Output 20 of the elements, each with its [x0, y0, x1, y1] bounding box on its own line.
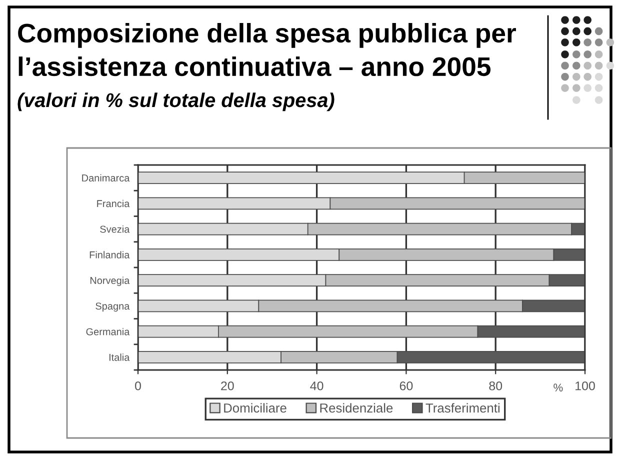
legend-label: Domiciliare [224, 403, 286, 413]
y-tick-label: Germania [86, 328, 130, 336]
y-tick-label: Francia [97, 200, 130, 208]
x-tick-label: 40 [310, 381, 324, 390]
chart-title: Composizione della spesa pubblica per l’assistenza continuativa – anno 2005 [18, 23, 516, 76]
y-tick-label: Italia [109, 354, 130, 361]
chart-subtitle: (valori in % sul totale della spesa) [18, 92, 334, 112]
x-tick-label: 0 [135, 381, 141, 390]
y-tick-label: Finlandia [90, 251, 130, 258]
y-tick-label: Danimarca [82, 174, 130, 182]
y-tick-label: Svezia [100, 225, 130, 233]
x-tick-label: 20 [221, 381, 234, 390]
x-tick-label: 60 [400, 381, 413, 390]
legend-label: Residenziale [320, 403, 393, 413]
y-tick-label: Spagna [96, 302, 130, 312]
x-tick-label: 80 [489, 381, 502, 390]
legend-label: Trasferimenti [426, 403, 500, 413]
x-axis-title: % [554, 384, 563, 392]
x-tick-label: 100 [576, 381, 595, 390]
y-tick-label: Norvegia [90, 276, 130, 286]
